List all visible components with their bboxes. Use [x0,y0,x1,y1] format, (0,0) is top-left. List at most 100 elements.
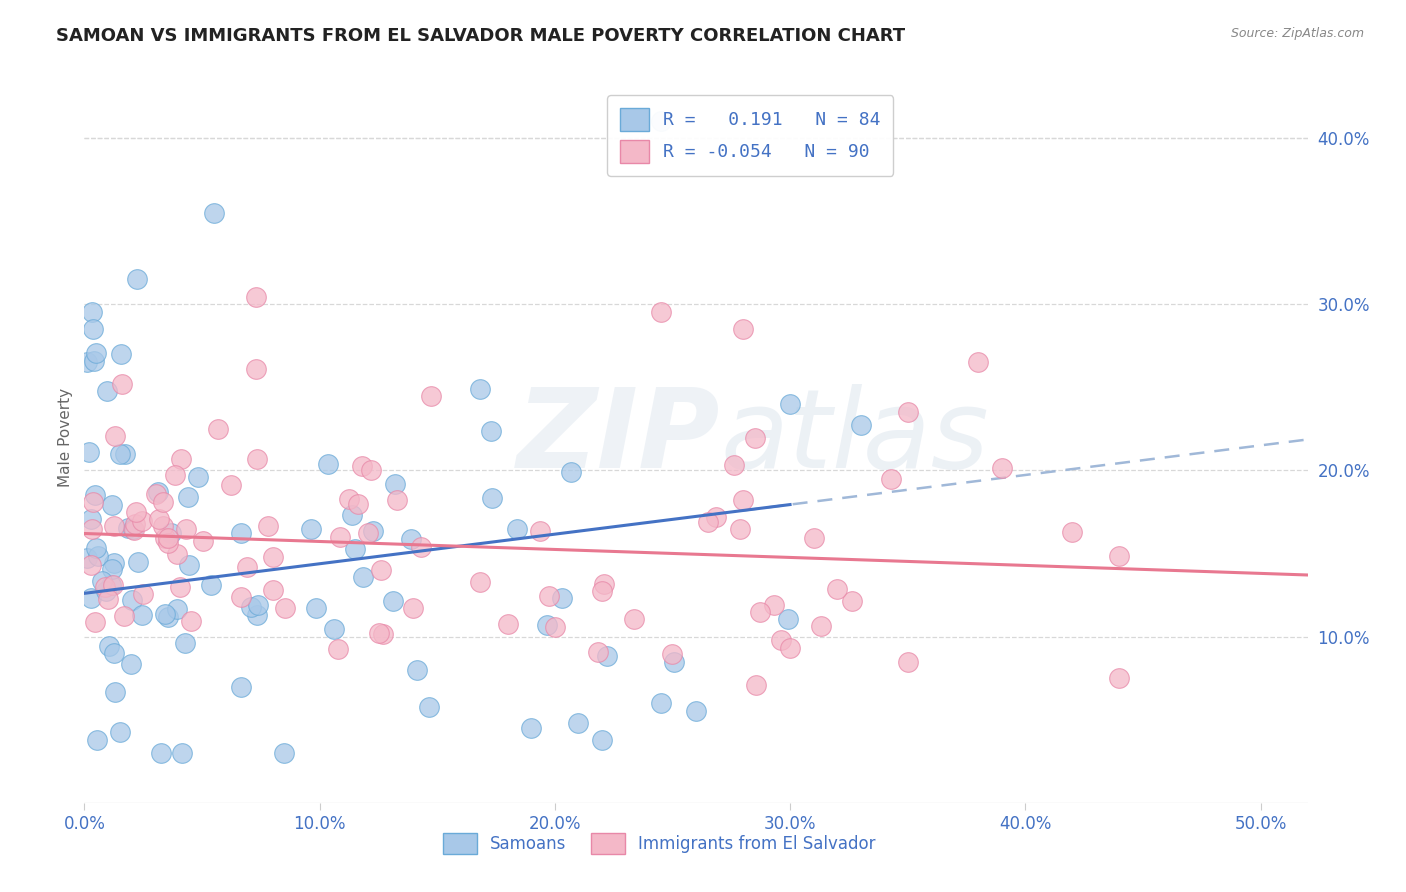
Point [131,514,153,528]
Point [246,598,269,612]
Point [157,532,180,546]
Point [145,487,167,501]
Point [103,646,125,660]
Point [94,584,117,599]
Point [496,617,519,632]
Point [730,522,752,536]
Point [897,405,920,419]
Point [202,205,225,219]
Point [399,532,422,546]
Point [991,461,1014,475]
Point [347,497,370,511]
Point [174,522,197,536]
Point [127,555,149,569]
Point [897,655,920,669]
Point [165,467,187,482]
Point [245,290,267,304]
Point [121,593,143,607]
Point [1062,525,1084,540]
Point [596,648,619,663]
Point [367,625,389,640]
Point [402,600,425,615]
Point [200,578,222,592]
Point [83,353,105,368]
Point [152,495,174,509]
Point [506,522,529,536]
Point [731,322,754,336]
Point [246,608,269,623]
Point [810,619,832,633]
Point [343,542,366,557]
Point [256,518,278,533]
Point [411,541,433,555]
Point [1108,671,1130,685]
Point [623,612,645,626]
Point [779,397,801,411]
Point [685,705,707,719]
Text: Source: ZipAtlas.com: Source: ZipAtlas.com [1230,27,1364,40]
Point [841,594,863,608]
Point [166,602,188,616]
Point [536,618,558,632]
Point [544,620,567,634]
Point [82,322,104,336]
Point [80,591,103,606]
Point [180,614,202,628]
Point [352,570,374,584]
Point [329,530,352,544]
Point [207,422,229,436]
Point [262,550,284,565]
Point [219,478,242,492]
Point [273,746,295,760]
Point [468,575,491,590]
Point [124,505,146,519]
Point [93,580,115,594]
Point [117,521,139,535]
Point [593,577,616,591]
Point [468,382,491,396]
Point [880,472,903,486]
Text: SAMOAN VS IMMIGRANTS FROM EL SALVADOR MALE POVERTY CORRELATION CHART: SAMOAN VS IMMIGRANTS FROM EL SALVADOR MA… [56,27,905,45]
Point [124,516,146,531]
Point [235,560,257,574]
Point [82,495,104,509]
Point [650,696,672,710]
Point [274,600,297,615]
Point [104,685,127,699]
Text: ZIP: ZIP [517,384,720,491]
Point [479,424,502,438]
Point [744,431,766,445]
Point [177,558,200,572]
Point [104,429,127,443]
Point [1108,549,1130,564]
Point [370,563,392,577]
Point [245,362,267,376]
Point [187,470,209,484]
Point [262,582,284,597]
Y-axis label: Male Poverty: Male Poverty [58,387,73,487]
Point [122,523,145,537]
Point [91,574,114,588]
Point [776,612,799,626]
Point [723,458,745,473]
Point [166,547,188,561]
Point [299,522,322,536]
Point [229,526,252,541]
Point [100,578,122,592]
Point [560,466,582,480]
Point [337,492,360,507]
Point [825,582,848,596]
Point [103,519,125,533]
Point [520,721,543,735]
Point [744,678,766,692]
Point [153,607,176,622]
Point [537,589,560,603]
Point [149,746,172,760]
Point [779,640,801,655]
Point [112,609,135,624]
Point [101,498,124,512]
Point [373,627,395,641]
Point [763,598,786,612]
Point [122,522,145,536]
Point [76,355,98,369]
